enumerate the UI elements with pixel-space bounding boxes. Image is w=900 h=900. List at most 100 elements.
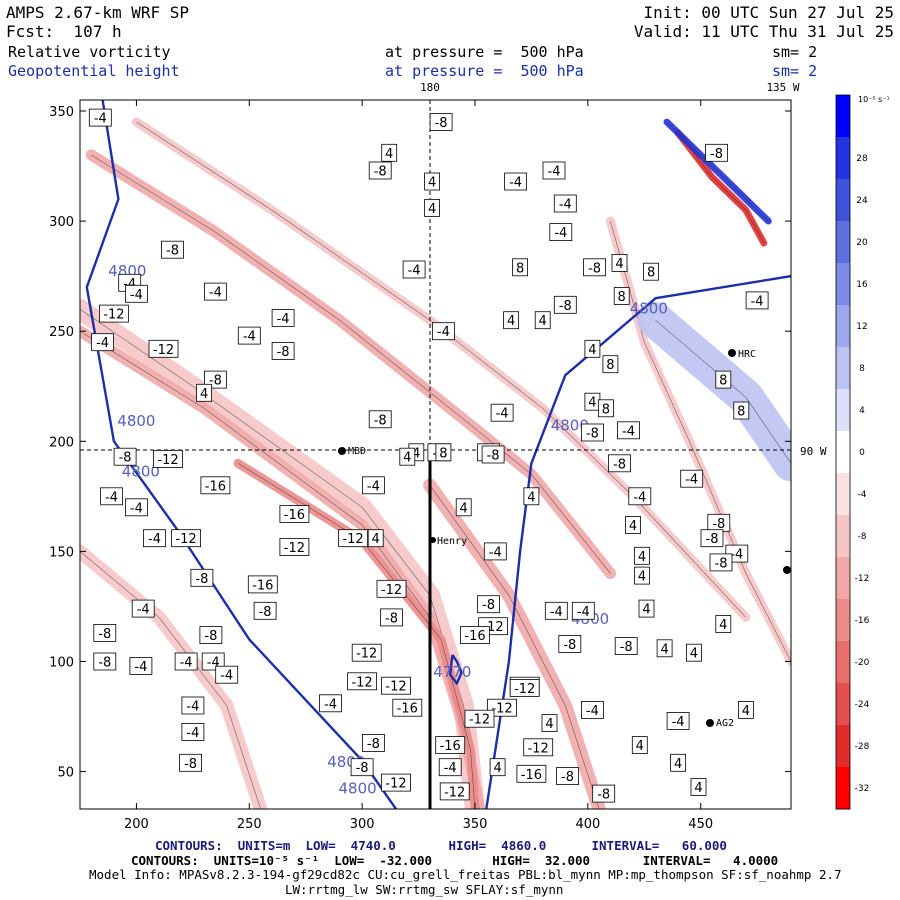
station-marker-mbd	[338, 447, 346, 455]
vorticity-label-7: -4	[542, 161, 566, 180]
vorticity-label-box	[715, 370, 732, 389]
vorticity-label-box	[534, 311, 551, 330]
colorbar-swatch-1	[836, 137, 850, 180]
vorticity-label-box	[381, 143, 398, 162]
height-label-1: 4800	[117, 412, 155, 430]
field1-smoothing: sm= 2	[772, 43, 818, 61]
vorticity-label-text: -16	[464, 629, 485, 644]
station-marker-hrc	[728, 349, 736, 357]
vorticity-label-text: 4	[638, 550, 646, 565]
vorticity-label-93: 4	[656, 639, 673, 657]
model-info-physics: LW:rrtmg_lw SW:rrtmg_sw SFLAY:sf_mynn	[285, 882, 564, 897]
vorticity-label-box	[319, 694, 342, 713]
vorticity-label-text: -8	[620, 640, 633, 655]
vorticity-label-box	[367, 529, 384, 548]
vorticity-label-text: -12	[351, 675, 372, 690]
vorticity-label-104: -12	[487, 698, 518, 717]
vorticity-label-box	[686, 643, 702, 662]
vorticity-label-box	[215, 665, 239, 684]
vorticity-label-63: -12	[338, 529, 369, 548]
vorticity-label-text: -12	[342, 532, 363, 547]
vorticity-label-text: -12	[103, 308, 124, 323]
vorticity-label-text: -16	[440, 739, 461, 754]
colorbar-tick-16: 16	[856, 280, 868, 290]
vorticity-label-box	[439, 782, 470, 801]
vorticity-label-box	[253, 601, 277, 620]
vorticity-label-box	[542, 161, 566, 180]
vorticity-label-59: -16	[279, 505, 310, 523]
colorbar-tick-0: 0	[859, 448, 865, 458]
vorticity-label-box	[581, 701, 604, 719]
vorticity-label-box	[670, 753, 686, 772]
vorticity-label-text: -4	[96, 336, 109, 351]
vorticity-label-text: -12	[385, 680, 406, 695]
vorticity-contour-8	[655, 319, 791, 464]
vorticity-label-text: -12	[284, 541, 305, 556]
vorticity-label-box	[700, 529, 724, 548]
colorbar-tick--16: -16	[855, 616, 870, 626]
station-label-mbd: MBD	[348, 446, 366, 457]
vorticity-label-text: -4	[367, 479, 380, 494]
vorticity-label-text: -8	[277, 345, 290, 360]
vorticity-label-box	[171, 529, 202, 548]
vorticity-label-126: 4	[399, 447, 416, 466]
vorticity-label-box	[338, 529, 369, 548]
vorticity-label-text: -16	[284, 508, 305, 523]
height-label-2: 4800	[122, 463, 160, 481]
vorticity-label-94: 4	[686, 643, 702, 662]
vorticity-label-31: -8	[271, 342, 295, 360]
vorticity-label-text: -16	[397, 702, 418, 717]
vorticity-label-box	[199, 626, 223, 644]
vorticity-label-text: -12	[469, 713, 490, 728]
vorticity-label-107: -4	[181, 723, 205, 741]
vorticity-label-box	[200, 476, 231, 495]
colorbar-swatch-5	[836, 305, 850, 348]
y-tick-label-50: 50	[57, 766, 74, 781]
vorticity-label-18: 4	[611, 253, 628, 272]
vorticity-label-text: -8	[597, 788, 610, 803]
vorticity-label-82: 4	[638, 599, 655, 618]
vorticity-label-73: -8	[477, 595, 500, 613]
vorticity-label-110: -12	[464, 709, 495, 728]
y-tick-label-100: 100	[49, 655, 74, 670]
vorticity-label-text: -4	[105, 490, 118, 505]
vorticity-label-text: -8	[166, 244, 179, 259]
vorticity-label-box	[179, 753, 203, 772]
vorticity-label-128: 4	[625, 516, 641, 534]
vorticity-label-69: -4	[725, 544, 749, 563]
vorticity-label-box	[715, 615, 732, 633]
vorticity-label-text: -4	[489, 545, 502, 560]
plot-frame	[79, 99, 792, 810]
valid-time: Valid: 11 UTC Thu 31 Jul 25	[633, 22, 894, 41]
vorticity-label-103: -16	[392, 698, 423, 717]
vorticity-label-66: -4	[483, 542, 507, 560]
vorticity-label-text: -8	[356, 761, 369, 776]
vorticity-label-text: 4	[636, 739, 644, 754]
vorticity-label-box	[381, 773, 411, 792]
vorticity-label-89: -4	[129, 657, 153, 675]
vorticity-label-box	[571, 601, 595, 620]
vorticity-label-text: 4	[545, 717, 553, 732]
vorticity-label-box	[464, 709, 495, 728]
x-tick-label-350: 350	[463, 817, 488, 832]
vorticity-label-box	[271, 342, 295, 360]
vorticity-label-text: -4	[437, 325, 450, 340]
vorticity-label-text: -4	[94, 112, 107, 127]
vorticity-label-box	[631, 736, 648, 754]
vorticity-label-19: 8	[643, 262, 659, 281]
vorticity-label-85: -16	[460, 626, 490, 644]
vorticity-label-53: -4	[100, 487, 123, 505]
vorticity-label-box	[368, 161, 392, 180]
vorticity-label-text: -4	[685, 473, 698, 488]
vorticity-label-9: -4	[549, 223, 573, 241]
vorticity-label-text: 4	[385, 147, 393, 162]
vorticity-label-text: -4	[186, 726, 199, 741]
vorticity-label-111: 4	[541, 714, 558, 732]
vorticity-label-39: 4	[584, 392, 601, 411]
colorbar-tick-12: 12	[856, 322, 867, 332]
vorticity-label-text: -12	[444, 785, 465, 800]
field2-smoothing: sm= 2	[772, 62, 818, 80]
vorticity-label-box	[634, 566, 650, 585]
vorticity-label-78: -8	[253, 601, 277, 620]
lon-label-135w: 135 W	[766, 81, 799, 94]
